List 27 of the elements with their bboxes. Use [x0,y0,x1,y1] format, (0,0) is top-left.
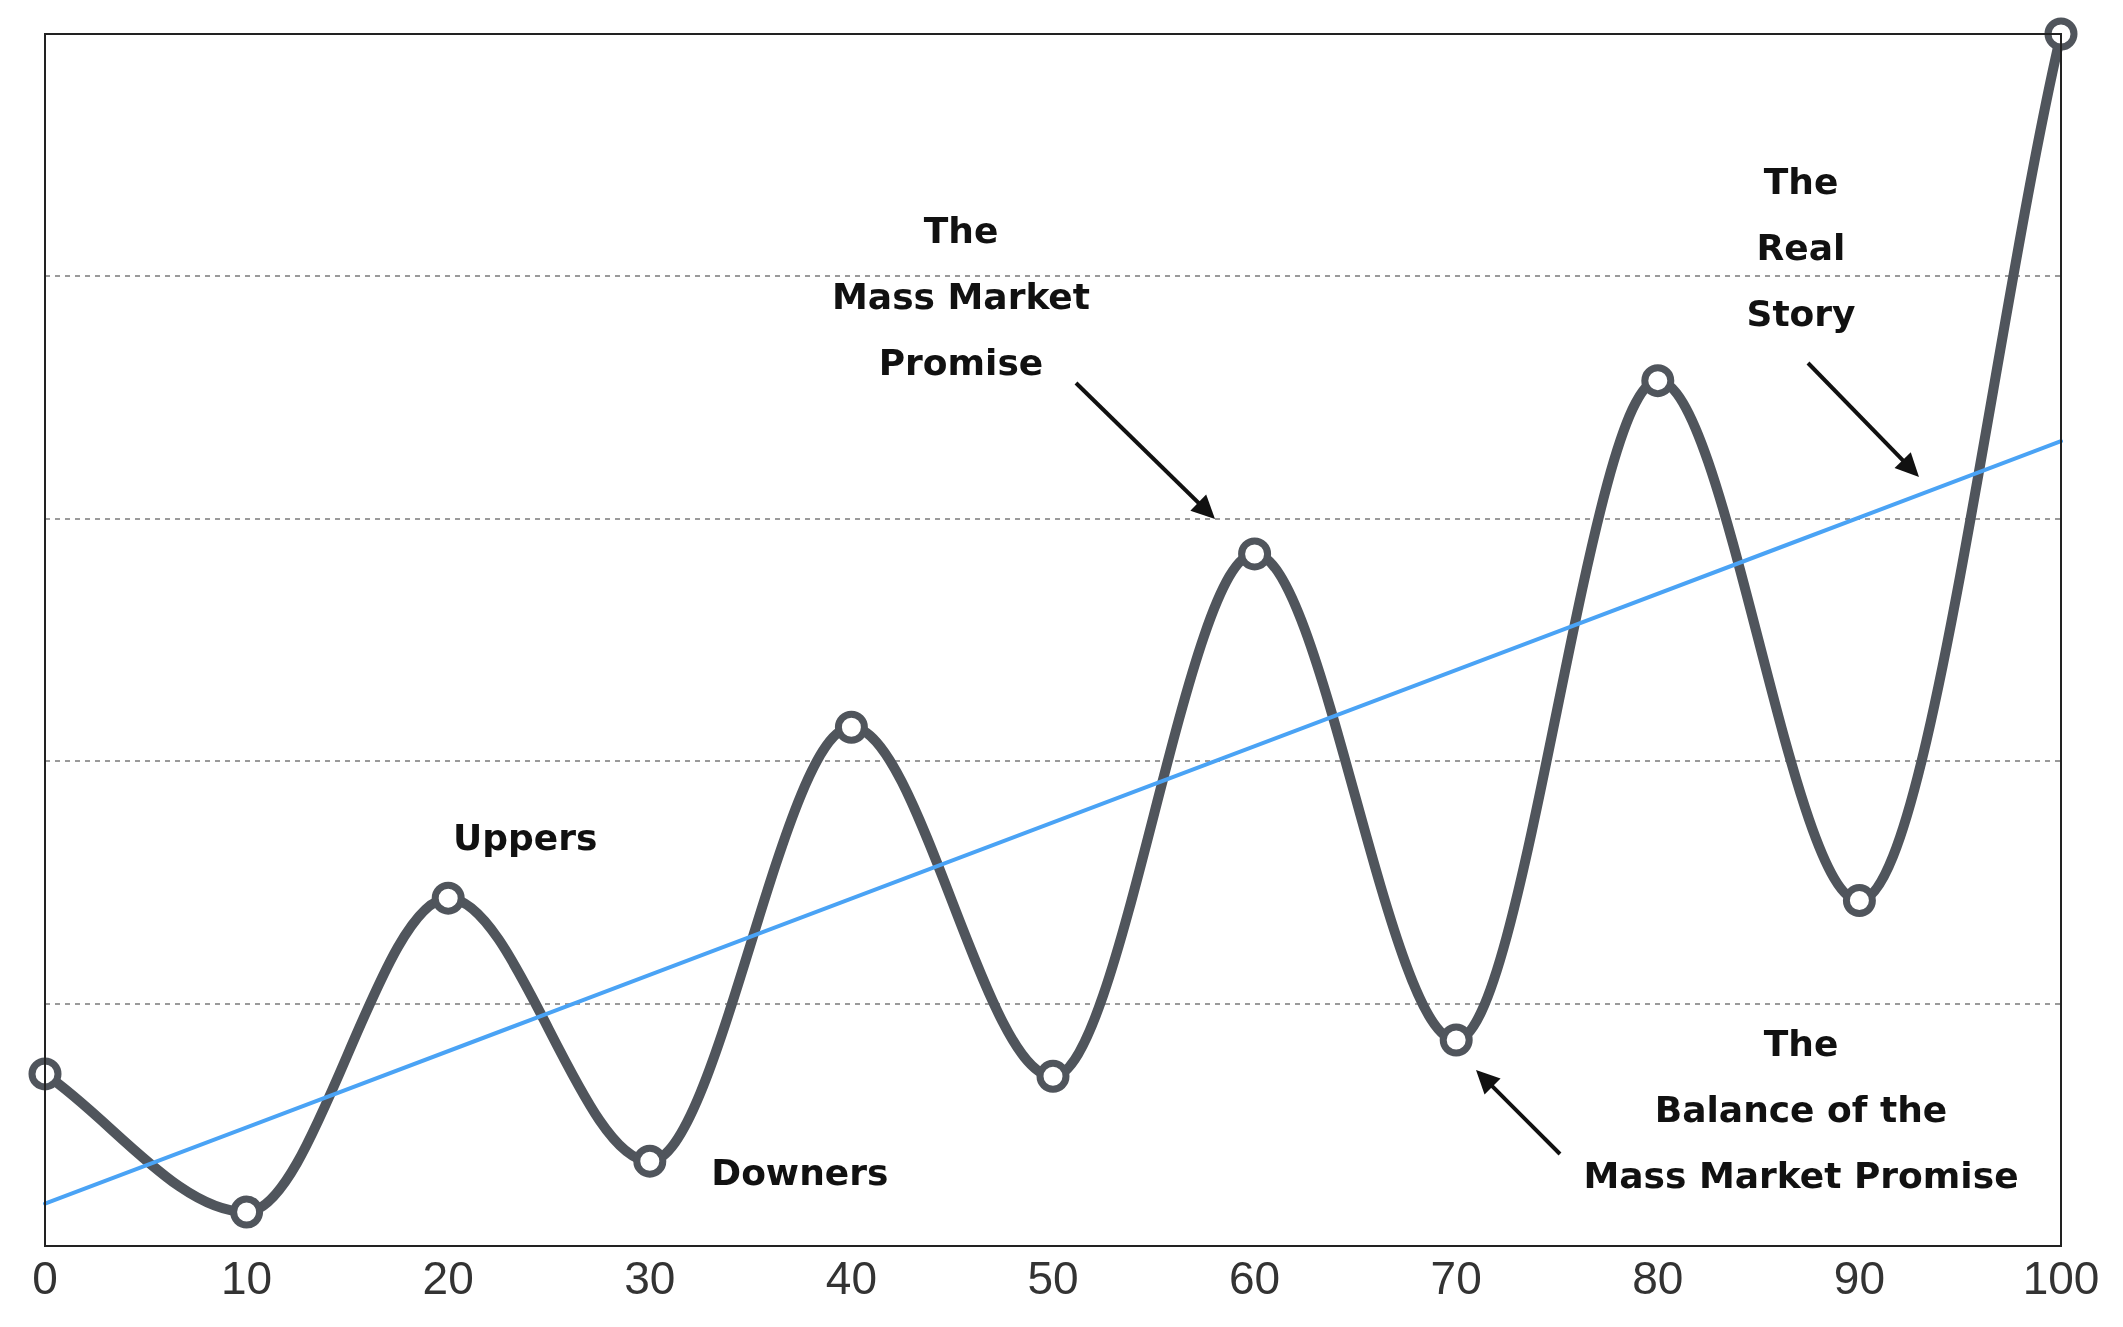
annotation: Uppers [453,816,598,858]
point [2044,17,2078,51]
point [1439,1023,1473,1057]
annotation: The Balance of the Mass Market Promise [1583,1023,2019,1197]
point [28,1057,62,1091]
point [230,1195,264,1229]
x-tick-label: 0 [32,1252,58,1305]
x-tick-label: 60 [1229,1252,1281,1305]
point [633,1144,667,1178]
point [1842,884,1876,918]
x-tick-label: 10 [221,1252,273,1305]
point [1238,537,1272,571]
x-tick-label: 100 [2022,1252,2100,1305]
x-tick-label: 40 [825,1252,877,1305]
x-tick-label: 30 [624,1252,676,1305]
x-tick-label: 50 [1027,1252,1079,1305]
point [1036,1059,1070,1093]
point [834,710,868,744]
x-tick-label: 90 [1833,1252,1885,1305]
point [431,881,465,915]
annotation: Downers [711,1151,889,1193]
x-tick-label: 80 [1632,1252,1684,1305]
x-tick-label: 70 [1430,1252,1482,1305]
point [1641,364,1675,398]
x-tick-label: 20 [422,1252,474,1305]
annotation: The Real Story [1746,161,1856,335]
annotation: The Mass Market Promise [832,210,1090,384]
